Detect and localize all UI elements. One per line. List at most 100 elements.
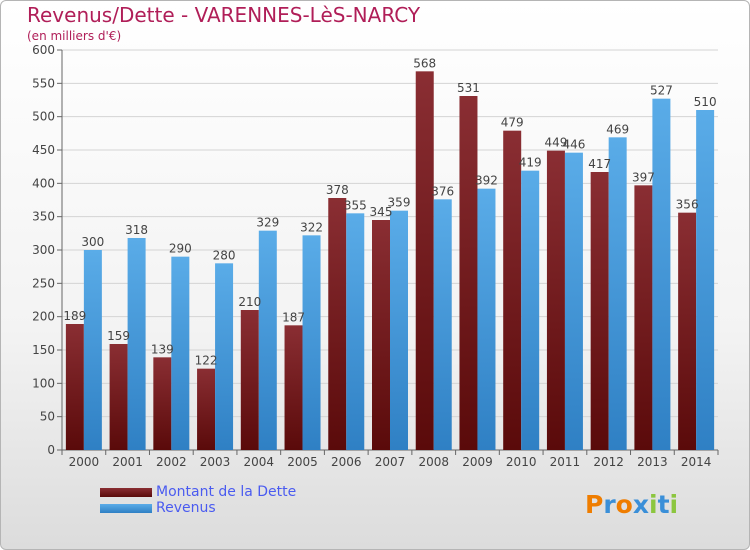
data-label-revenue: 469 xyxy=(606,122,629,136)
bar-debt xyxy=(590,172,609,450)
data-label-debt: 345 xyxy=(370,205,393,219)
data-label-revenue: 290 xyxy=(169,242,192,256)
x-tick-label: 2004 xyxy=(244,455,275,469)
data-label-revenue: 355 xyxy=(344,198,367,212)
y-tick-label: 500 xyxy=(32,110,55,124)
legend-label-revenue: Revenus xyxy=(156,500,216,516)
bar-revenue xyxy=(564,152,583,450)
data-label-revenue: 322 xyxy=(300,220,323,234)
bar-debt xyxy=(634,185,653,451)
data-labels: 1893001593181392901222802103291873223783… xyxy=(63,56,716,367)
data-label-debt: 139 xyxy=(151,342,174,356)
bar-debt xyxy=(459,96,478,450)
x-tick-label: 2005 xyxy=(287,455,318,469)
bar-debt xyxy=(503,130,522,450)
bar-debt xyxy=(65,324,84,450)
bar-debt xyxy=(284,325,303,450)
data-label-revenue: 376 xyxy=(431,184,454,198)
logo-letter: P xyxy=(585,490,604,519)
x-tick-label: 2012 xyxy=(593,455,624,469)
y-tick-label: 250 xyxy=(32,276,55,290)
x-tick-label: 2011 xyxy=(550,455,581,469)
bar-revenue xyxy=(215,263,234,450)
y-tick-label: 100 xyxy=(32,376,55,390)
bar-revenue xyxy=(433,199,452,450)
data-label-revenue: 392 xyxy=(475,174,498,188)
x-tick-label: 2007 xyxy=(375,455,406,469)
bar-debt xyxy=(109,344,128,450)
logo-letter: i xyxy=(669,490,679,519)
bar-debt xyxy=(328,198,347,450)
data-label-revenue: 329 xyxy=(256,216,279,230)
x-tick-label: 2008 xyxy=(418,455,449,469)
data-label-debt: 159 xyxy=(107,329,130,343)
bar-revenue xyxy=(127,238,146,450)
data-label-debt: 187 xyxy=(282,310,305,324)
chart-title: Revenus/Dette - VARENNES-LèS-NARCY xyxy=(27,3,421,27)
x-tick-label: 2000 xyxy=(69,455,100,469)
y-tick-label: 350 xyxy=(32,210,55,224)
data-label-revenue: 419 xyxy=(519,156,542,170)
bar-revenue xyxy=(390,210,408,450)
bar-revenue xyxy=(346,213,365,450)
y-tick-label: 600 xyxy=(32,43,55,57)
bar-revenue xyxy=(258,230,277,450)
bar-revenue xyxy=(83,250,102,450)
x-tick-label: 2003 xyxy=(200,455,231,469)
data-label-revenue: 318 xyxy=(125,223,148,237)
data-label-debt: 210 xyxy=(238,295,261,309)
legend-swatch-revenue xyxy=(100,504,152,513)
bar-revenue xyxy=(696,110,715,450)
y-tick-label: 50 xyxy=(40,410,55,424)
data-label-debt: 378 xyxy=(326,183,349,197)
bar-revenue xyxy=(171,256,190,450)
logo-letter: x xyxy=(632,490,649,519)
x-tick-label: 2010 xyxy=(506,455,537,469)
x-tick-label: 2009 xyxy=(462,455,493,469)
y-tick-label: 0 xyxy=(47,443,55,457)
bars xyxy=(65,71,715,451)
bar-debt xyxy=(678,212,697,450)
y-tick-label: 200 xyxy=(32,310,55,324)
bar-revenue xyxy=(608,137,627,451)
x-tick-label: 2014 xyxy=(681,455,712,469)
bar-revenue xyxy=(302,235,321,450)
proxiti-logo: Proxiti xyxy=(585,490,678,519)
data-label-revenue: 300 xyxy=(81,235,104,249)
data-label-revenue: 510 xyxy=(694,95,717,109)
bar-debt xyxy=(153,357,172,450)
bar-revenue xyxy=(477,188,496,450)
data-label-revenue: 446 xyxy=(562,138,585,152)
x-tick-label: 2002 xyxy=(156,455,187,469)
data-label-debt: 397 xyxy=(632,170,655,184)
bar-debt xyxy=(415,71,434,450)
data-label-debt: 122 xyxy=(195,354,218,368)
x-tick-label: 2001 xyxy=(112,455,143,469)
logo-letter: r xyxy=(603,490,616,519)
data-label-revenue: 359 xyxy=(388,196,411,210)
logo-letter: t xyxy=(657,490,670,519)
logo-letter: i xyxy=(649,490,658,519)
bar-revenue xyxy=(521,170,540,450)
y-tick-label: 450 xyxy=(32,143,55,157)
chart-subtitle: (en milliers d'€) xyxy=(27,29,122,43)
data-label-debt: 449 xyxy=(544,136,567,150)
y-tick-label: 550 xyxy=(32,76,55,90)
data-label-debt: 417 xyxy=(588,157,611,171)
y-tick-label: 400 xyxy=(32,176,55,190)
y-tick-label: 150 xyxy=(32,343,55,357)
legend-swatch-debt xyxy=(100,488,152,497)
bar-debt xyxy=(546,150,565,450)
data-label-debt: 189 xyxy=(63,309,86,323)
x-tick-label: 2006 xyxy=(331,455,362,469)
x-tick-label: 2013 xyxy=(637,455,668,469)
legend-label-debt: Montant de la Dette xyxy=(156,484,297,500)
data-label-revenue: 280 xyxy=(213,248,236,262)
data-label-revenue: 527 xyxy=(650,84,673,98)
data-label-debt: 356 xyxy=(676,198,699,212)
y-tick-label: 300 xyxy=(32,243,55,257)
bar-debt xyxy=(197,368,216,450)
bar-debt xyxy=(240,310,259,450)
bar-debt xyxy=(372,220,390,450)
